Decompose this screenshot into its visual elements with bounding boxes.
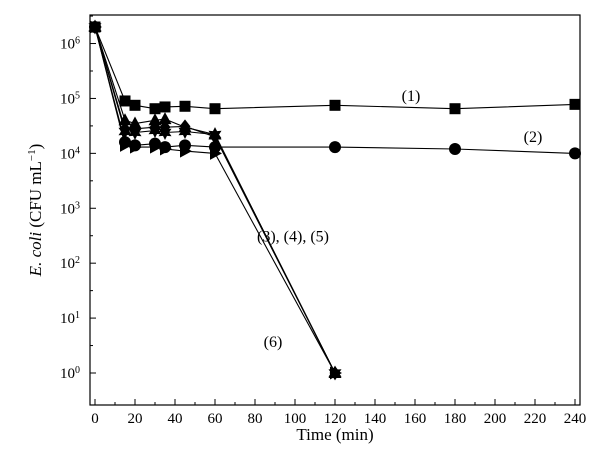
data-point-right-triangle <box>330 366 342 380</box>
y-axis-title-italic: E. coli <box>26 232 45 278</box>
y-tick-label: 103 <box>60 200 80 218</box>
y-axis-title-sup: −1 <box>26 149 38 161</box>
x-tick-label: 100 <box>284 411 307 427</box>
annotation-label-4: (6) <box>264 334 283 351</box>
data-point-star <box>148 123 162 139</box>
data-point-star <box>158 125 172 140</box>
axis-ticks: 0 20 40 60 80 100 120 140 160 180 200 220 240 100 101 1… <box>60 15 587 427</box>
data-point-square <box>209 103 221 115</box>
data-point-star <box>118 124 132 139</box>
data-point-circle <box>449 143 461 156</box>
data-point-right-triangle <box>120 138 132 152</box>
x-tick-label: 20 <box>128 411 143 427</box>
data-point-square <box>569 98 581 110</box>
data-point-right-triangle <box>180 144 192 158</box>
x-tick-label: 160 <box>404 411 427 427</box>
x-tick-label: 140 <box>364 411 387 427</box>
data-point-star <box>178 124 192 139</box>
x-tick-label: 120 <box>324 411 347 427</box>
data-point-square <box>119 95 131 107</box>
x-tick-label: 60 <box>208 411 223 427</box>
y-tick-label: 101 <box>60 310 80 328</box>
x-tick-label: 240 <box>564 411 587 427</box>
x-axis-title: Time (min) <box>296 425 373 444</box>
x-tick-label: 200 <box>484 411 507 427</box>
y-axis-title: E. coli (CFU mL−1) <box>26 144 45 278</box>
series-markers <box>88 19 581 381</box>
x-tick-label: 220 <box>524 411 547 427</box>
y-axis-title-close: ) <box>26 144 45 150</box>
data-point-right-triangle <box>210 146 222 160</box>
annotation-label-3: (3), (4), (5) <box>257 228 329 245</box>
data-point-star <box>128 125 142 140</box>
data-point-triangle <box>148 113 162 126</box>
data-point-square <box>159 101 171 113</box>
annotations: (1) (2) (3), (4), (5) (6) <box>257 88 542 351</box>
x-tick-label: 180 <box>444 411 467 427</box>
annotation-label-2: (2) <box>524 129 543 146</box>
data-point-right-triangle <box>130 140 142 154</box>
data-point-square <box>449 103 461 115</box>
data-point-star <box>208 127 222 143</box>
data-point-circle <box>329 141 341 154</box>
annotation-label-1: (1) <box>402 88 421 105</box>
data-point-triangle <box>118 113 132 126</box>
data-point-right-triangle <box>160 142 172 156</box>
x-tick-label: 40 <box>168 411 183 427</box>
y-axis-title-rest: (CFU mL <box>26 161 45 232</box>
y-tick-label: 102 <box>60 255 80 273</box>
plot-frame <box>89 14 581 406</box>
y-tick-label: 104 <box>60 145 80 163</box>
y-tick-label: 106 <box>60 35 80 53</box>
data-point-circle <box>569 147 581 160</box>
data-point-square <box>129 99 141 111</box>
data-point-square <box>329 99 341 111</box>
x-tick-label: 80 <box>248 411 263 427</box>
data-point-square <box>179 100 191 112</box>
data-point-triangle <box>158 112 172 125</box>
x-tick-label: 0 <box>91 411 99 427</box>
data-point-right-triangle <box>90 20 102 34</box>
data-point-right-triangle <box>150 140 162 154</box>
data-point-square <box>149 103 161 115</box>
y-tick-label: 100 <box>60 365 80 383</box>
y-tick-label: 105 <box>60 90 80 108</box>
